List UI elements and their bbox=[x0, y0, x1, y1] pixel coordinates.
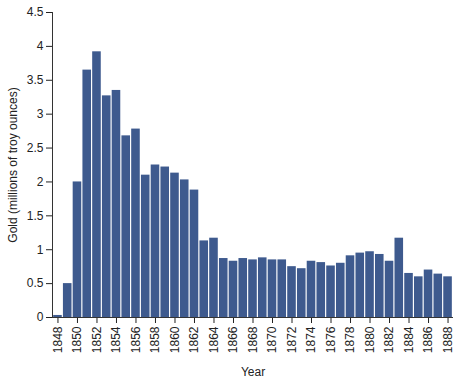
svg-text:1872: 1872 bbox=[285, 326, 299, 353]
svg-text:2: 2 bbox=[37, 175, 44, 189]
svg-text:0: 0 bbox=[37, 310, 44, 324]
svg-text:1862: 1862 bbox=[187, 326, 201, 353]
svg-text:0.5: 0.5 bbox=[27, 276, 44, 290]
svg-text:Year: Year bbox=[241, 365, 265, 379]
svg-text:4: 4 bbox=[37, 39, 44, 53]
svg-text:1: 1 bbox=[37, 243, 44, 257]
svg-text:4.5: 4.5 bbox=[27, 5, 44, 19]
svg-text:3: 3 bbox=[37, 107, 44, 121]
svg-text:1856: 1856 bbox=[129, 326, 143, 353]
svg-text:1866: 1866 bbox=[226, 326, 240, 353]
svg-text:1884: 1884 bbox=[402, 326, 416, 353]
svg-text:Gold (millions of troy ounces): Gold (millions of troy ounces) bbox=[6, 87, 20, 242]
svg-text:1858: 1858 bbox=[148, 326, 162, 353]
svg-text:1850: 1850 bbox=[70, 326, 84, 353]
svg-text:1876: 1876 bbox=[324, 326, 338, 353]
svg-text:1854: 1854 bbox=[109, 326, 123, 353]
svg-text:1888: 1888 bbox=[441, 326, 455, 353]
svg-text:1874: 1874 bbox=[304, 326, 318, 353]
svg-text:2.5: 2.5 bbox=[27, 141, 44, 155]
svg-text:1848: 1848 bbox=[51, 326, 65, 353]
svg-text:1870: 1870 bbox=[265, 326, 279, 353]
svg-text:1.5: 1.5 bbox=[27, 209, 44, 223]
svg-text:1864: 1864 bbox=[207, 326, 221, 353]
svg-text:1860: 1860 bbox=[168, 326, 182, 353]
svg-text:1878: 1878 bbox=[343, 326, 357, 353]
svg-text:1886: 1886 bbox=[421, 326, 435, 353]
svg-text:1852: 1852 bbox=[90, 326, 104, 353]
svg-text:1880: 1880 bbox=[363, 326, 377, 353]
svg-text:1868: 1868 bbox=[246, 326, 260, 353]
svg-text:3.5: 3.5 bbox=[27, 73, 44, 87]
svg-text:1882: 1882 bbox=[382, 326, 396, 353]
